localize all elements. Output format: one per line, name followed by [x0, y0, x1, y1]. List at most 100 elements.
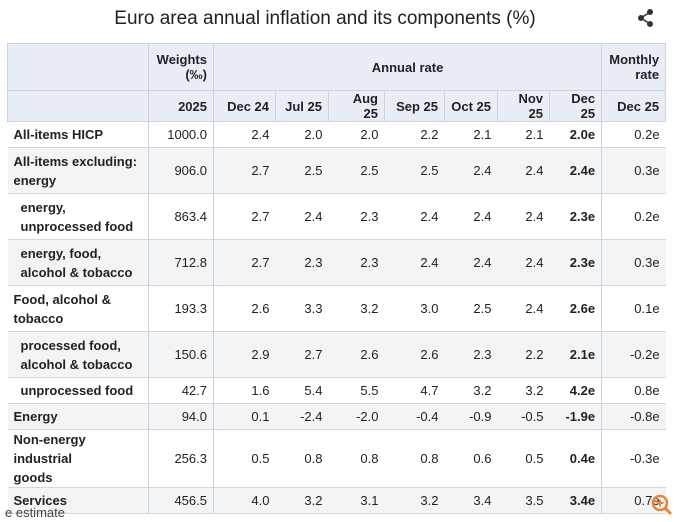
rate-cell: 0.5 [213, 429, 276, 488]
table-row: Services 456.5 4.0 3.2 3.1 3.2 3.4 3.5 3.4e 0.7e [7, 487, 666, 514]
rate-cell: 3.3 [275, 285, 329, 332]
rate-cell: 2.7 [213, 239, 276, 286]
column-header: Dec 25 [601, 90, 667, 122]
column-header: Dec 25 [548, 90, 603, 122]
footnote: e estimate [5, 505, 65, 520]
rate-cell: 0.1 [213, 403, 276, 430]
table-row: Non-energy industrial goods 256.3 0.5 0.8 0.8… [7, 429, 666, 488]
row-label: energy, food, alcohol & tobacco [7, 239, 149, 286]
rate-cell: 2.3 [444, 331, 498, 378]
header-row: Weights (‰) Annual rate Monthly rate [7, 43, 667, 91]
rate-cell: -0.4 [384, 403, 445, 430]
monthly-cell: 0.2e [601, 193, 666, 240]
text-line: processed food, [20, 337, 121, 353]
rate-cell: 5.5 [328, 377, 385, 404]
row-label: Food, alcohol & tobacco [7, 285, 149, 332]
header-cell: Annual rate [212, 43, 603, 91]
row-label: All-items HICP [7, 121, 149, 148]
rate-cell: 3.1 [328, 487, 385, 514]
monthly-cell: 0.1e [601, 285, 666, 332]
rate-cell: 2.9 [213, 331, 276, 378]
text-line: alcohol & tobacco [20, 264, 133, 280]
rate-cell: 2.0 [328, 121, 385, 148]
monthly-cell: 0.8e [601, 377, 666, 404]
text-line: All-items excluding: [13, 153, 138, 169]
text-line: Food, alcohol & [13, 291, 112, 307]
rate-cell: 2.5 [444, 285, 498, 332]
rate-cell: 2.4 [497, 285, 550, 332]
column-header: Sep 25 [384, 90, 445, 122]
column-header: Jul 25 [275, 90, 329, 122]
rate-cell: 4.0 [213, 487, 276, 514]
row-label: processed food, alcohol & tobacco [7, 331, 149, 378]
rate-cell: 3.4e [549, 487, 602, 514]
text-line: Services [13, 493, 68, 508]
rate-cell: 2.1e [549, 331, 602, 378]
text-line: Monthly [609, 52, 660, 67]
header-cell [7, 43, 149, 91]
rate-cell: 2.5 [328, 147, 385, 194]
table-row: Food, alcohol & tobacco 193.3 2.6 3.3 3.2 3.0 2… [7, 285, 666, 332]
rate-cell: -1.9e [549, 403, 602, 430]
table-row: processed food, alcohol & tobacco 150.6 2.9… [7, 331, 666, 378]
rate-cell: 3.4 [444, 487, 498, 514]
text-line: energy, [20, 199, 66, 215]
row-label: Energy [7, 403, 149, 430]
weight-cell: 193.3 [148, 285, 214, 332]
rate-cell: 2.4 [213, 121, 276, 148]
monthly-cell: -0.3e [601, 429, 666, 488]
rate-cell: 4.2e [549, 377, 602, 404]
weight-cell: 94.0 [148, 403, 214, 430]
row-label: Non-energy industrial goods [7, 429, 149, 488]
weight-cell: 906.0 [148, 147, 214, 194]
inflation-table: Weights (‰) Annual rate Monthly rate 2025 Dec … [7, 43, 667, 514]
weight-cell: 1000.0 [148, 121, 214, 148]
rate-cell: 1.6 [213, 377, 276, 404]
weight-cell: 456.5 [148, 487, 214, 514]
rate-cell: 2.6 [213, 285, 276, 332]
text-line: Non-energy industrial [13, 432, 86, 466]
share-icon[interactable] [636, 8, 656, 28]
rate-cell: 2.4 [444, 239, 498, 286]
rate-cell: 2.4 [384, 193, 445, 240]
rate-cell: 3.2 [444, 377, 498, 404]
text-line: tobacco [13, 310, 64, 326]
zoom-icon[interactable] [650, 493, 674, 517]
row-label: All-items excluding: energy [7, 147, 149, 194]
rate-cell: 2.0e [549, 121, 602, 148]
weight-cell: 863.4 [148, 193, 214, 240]
monthly-cell: -0.2e [601, 331, 666, 378]
text-line: energy [13, 172, 57, 188]
monthly-cell: 0.7e [601, 487, 666, 514]
rate-cell: 2.3 [328, 193, 385, 240]
rate-cell: 3.2 [328, 285, 385, 332]
rate-cell: 5.4 [275, 377, 329, 404]
rate-cell: 2.6 [328, 331, 385, 378]
rate-cell: -2.4 [275, 403, 329, 430]
rate-cell: 2.3e [549, 193, 602, 240]
rate-cell: 3.2 [384, 487, 445, 514]
rate-cell: 2.4e [549, 147, 602, 194]
title: Euro area annual inflation and its compo… [114, 8, 536, 29]
header-cell: Weights (‰) [148, 43, 214, 91]
header-cell: Monthly rate [601, 43, 667, 91]
rate-cell: 3.2 [275, 487, 329, 514]
text-line: unprocessed food [20, 218, 134, 234]
rate-cell: 2.5 [384, 147, 445, 194]
rate-cell: 0.4e [549, 429, 602, 488]
rate-cell: 2.4 [444, 147, 498, 194]
rate-cell: 2.4 [497, 239, 550, 286]
rate-cell: 0.8 [328, 429, 385, 488]
table-row: Energy 94.0 0.1 -2.4 -2.0 -0.4 -0.9 -0.5 -1.9e -0… [7, 403, 666, 430]
column-header: 2025 [148, 90, 214, 122]
column-header: Oct 25 [444, 90, 498, 122]
monthly-cell: 0.3e [601, 147, 666, 194]
rate-cell: 2.3 [275, 239, 329, 286]
weight-cell: 42.7 [148, 377, 214, 404]
rate-cell: 2.3e [549, 239, 602, 286]
table-row: unprocessed food 42.7 1.6 5.4 5.5 4.7 3.2 3.2 4.… [7, 377, 666, 404]
rate-cell: 4.7 [384, 377, 445, 404]
rate-cell: 2.0 [275, 121, 329, 148]
column-header: Aug 25 [328, 90, 385, 122]
